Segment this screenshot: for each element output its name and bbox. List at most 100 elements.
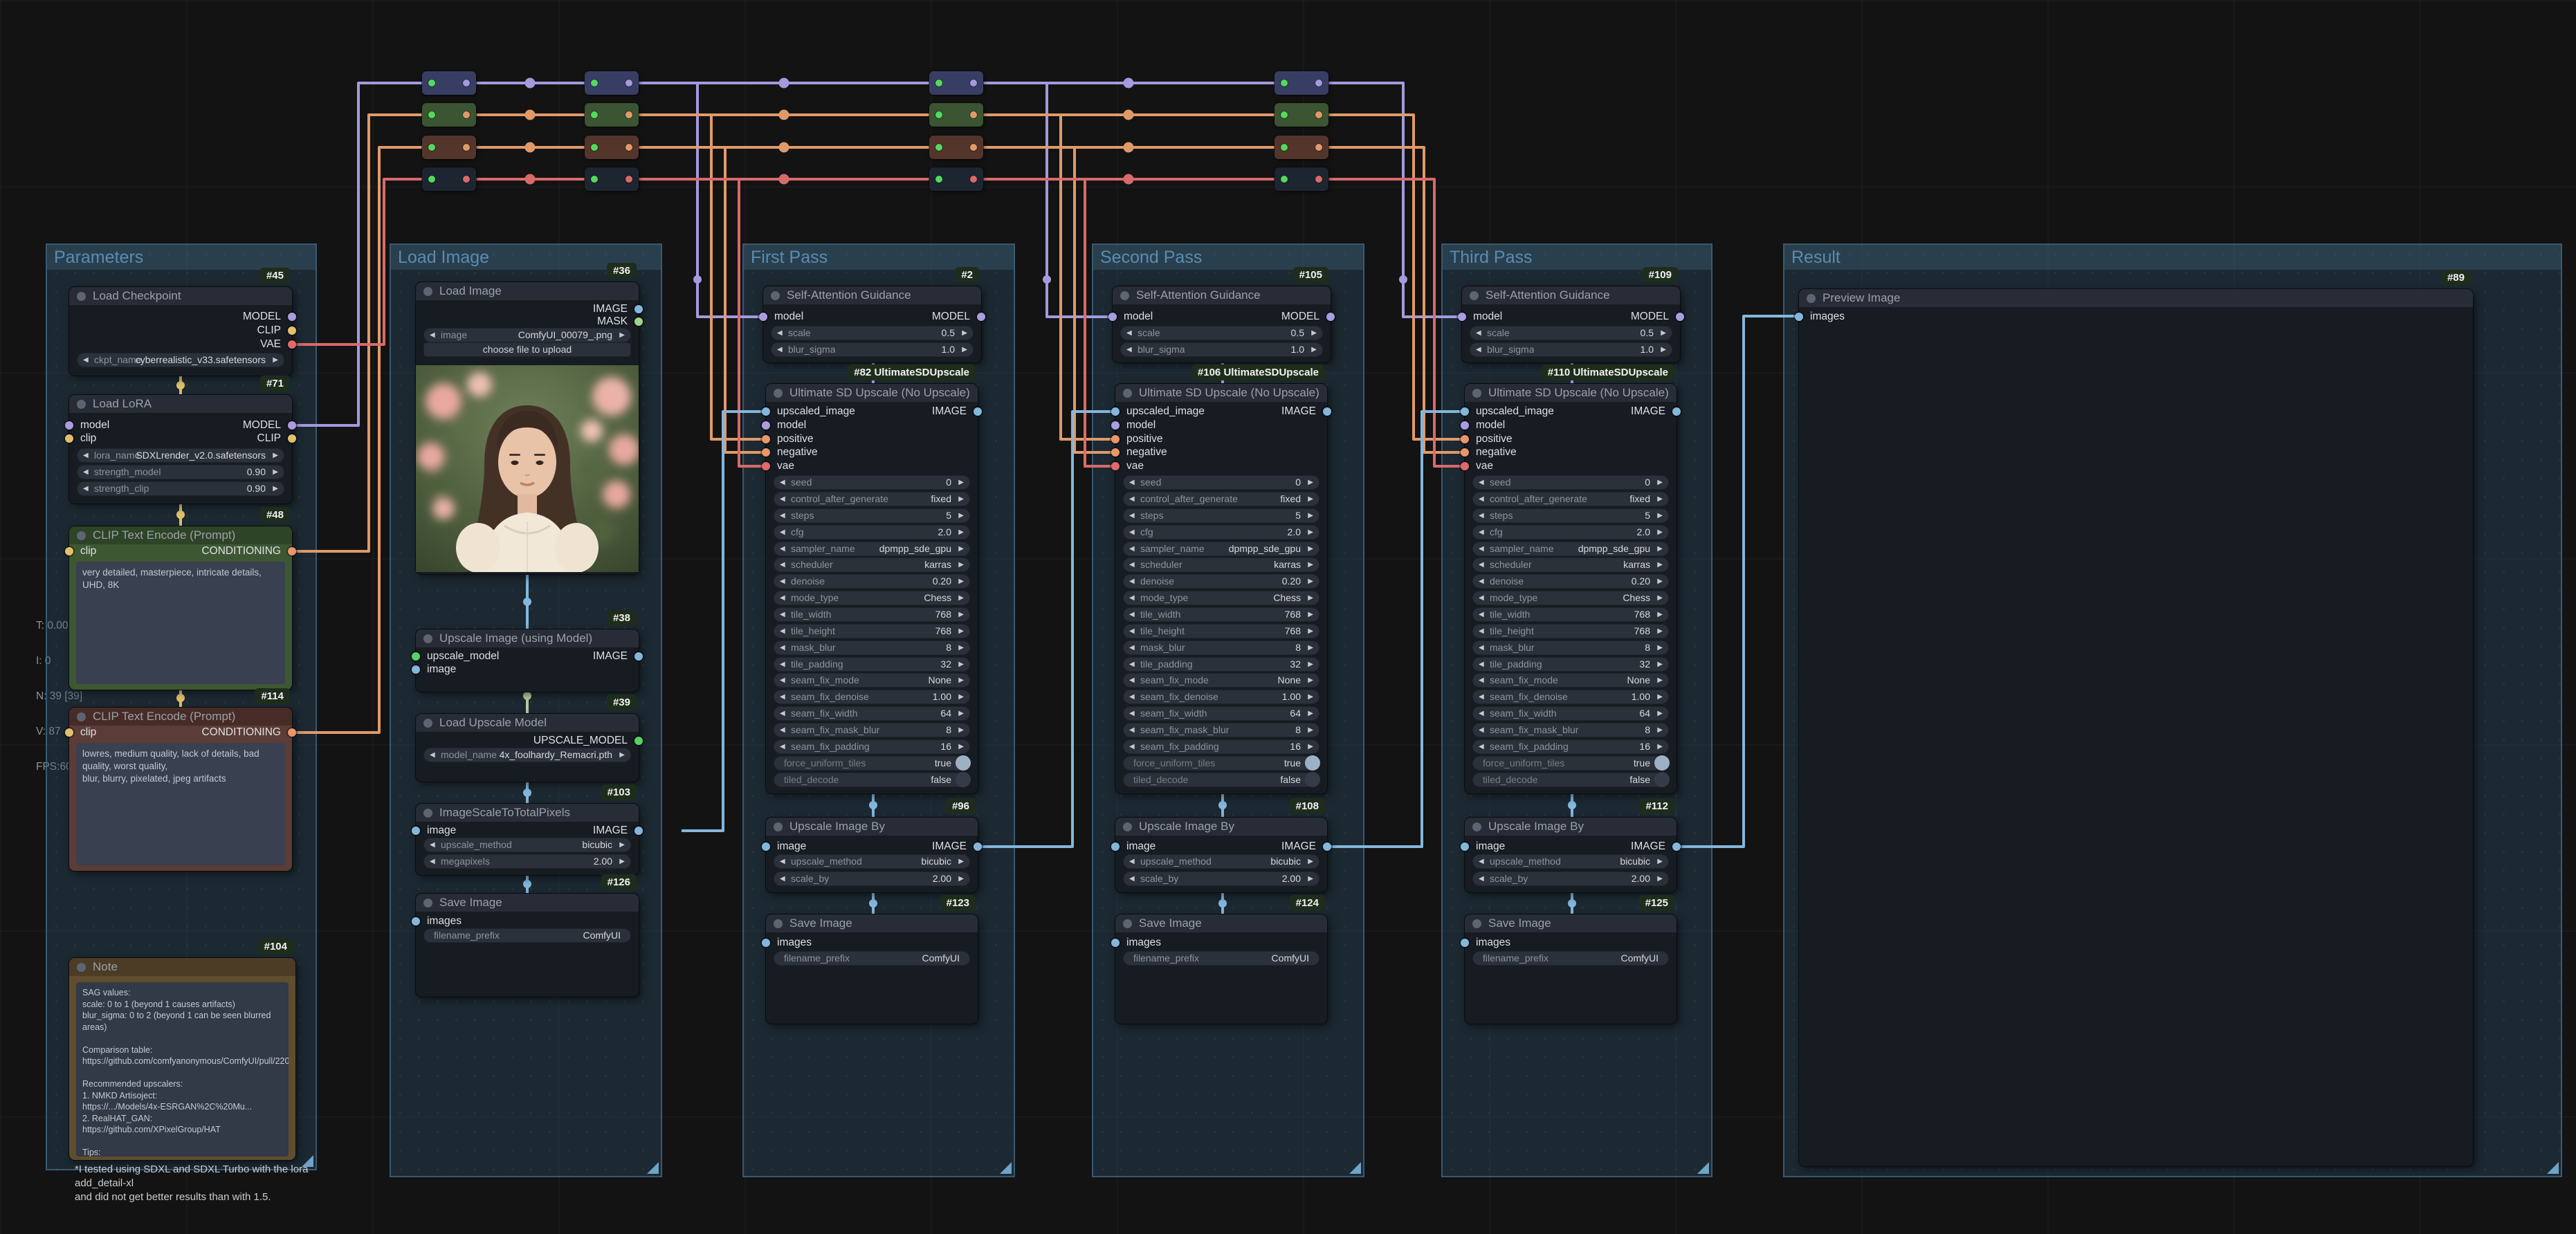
decrement-arrow-icon[interactable]: ◀	[83, 484, 89, 492]
decrement-arrow-icon[interactable]: ◀	[430, 750, 435, 759]
reroute-output-dot[interactable]	[970, 144, 977, 151]
increment-arrow-icon[interactable]: ▶	[1308, 874, 1313, 883]
group-title[interactable]: Result	[1784, 245, 2561, 270]
tile-padding-widget[interactable]: ◀ ▶ tile_padding 32	[774, 657, 969, 671]
node-title-bar[interactable]: Save Image	[1465, 914, 1677, 932]
clip-input-port[interactable]	[65, 434, 73, 443]
increment-arrow-icon[interactable]: ▶	[958, 544, 964, 553]
mask-blur-widget[interactable]: ◀ ▶ mask_blur 8	[774, 641, 969, 654]
decrement-arrow-icon[interactable]: ◀	[1129, 478, 1135, 486]
reroute-output-dot[interactable]	[1315, 144, 1322, 151]
model-input-port[interactable]	[65, 421, 73, 430]
conditioning-output-port[interactable]	[288, 547, 296, 555]
node-title-bar[interactable]: Upscale Image By	[1465, 818, 1677, 836]
upscaled-image-input-port[interactable]	[1461, 407, 1469, 416]
increment-arrow-icon[interactable]: ▶	[619, 857, 625, 865]
node-title-bar[interactable]: Save Image	[766, 914, 978, 932]
reroute-node-r4-c1[interactable]	[422, 167, 476, 191]
seam-fix-denoise-widget[interactable]: ◀ ▶ seam_fix_denoise 1.00	[774, 690, 969, 703]
increment-arrow-icon[interactable]: ▶	[958, 709, 964, 717]
model-input-port[interactable]	[759, 313, 767, 321]
mask-blur-widget[interactable]: ◀ ▶ mask_blur 8	[1473, 641, 1668, 654]
reroute-output-dot[interactable]	[970, 176, 977, 183]
decrement-arrow-icon[interactable]: ◀	[1479, 528, 1484, 536]
increment-arrow-icon[interactable]: ▶	[1657, 742, 1663, 750]
model-input-port[interactable]	[762, 421, 770, 430]
clip-text-encode-prompt-node[interactable]: #48 CLIP Text Encode (Prompt) clip CONDITIO…	[65, 507, 296, 690]
decrement-arrow-icon[interactable]: ◀	[1479, 676, 1484, 684]
reroute-node-r2-c4[interactable]	[1275, 103, 1328, 127]
decrement-arrow-icon[interactable]: ◀	[1479, 692, 1484, 701]
decrement-arrow-icon[interactable]: ◀	[780, 577, 785, 585]
seam-fix-denoise-widget[interactable]: ◀ ▶ seam_fix_denoise 1.00	[1124, 690, 1319, 703]
reroute-node-r3-c1[interactable]	[422, 136, 476, 159]
negative-input-port[interactable]	[1111, 448, 1120, 457]
increment-arrow-icon[interactable]: ▶	[1311, 329, 1317, 337]
node-title-bar[interactable]: Load LoRA	[69, 395, 292, 413]
group-resize-handle[interactable]	[302, 1155, 313, 1167]
image-output-port[interactable]	[634, 827, 643, 835]
group-resize-handle[interactable]	[2547, 1162, 2559, 1174]
node-title-bar[interactable]: Upscale Image By	[1115, 818, 1327, 836]
decrement-arrow-icon[interactable]: ◀	[1129, 874, 1135, 883]
megapixels-widget[interactable]: ◀ ▶ megapixels 2.00	[424, 854, 630, 868]
decrement-arrow-icon[interactable]: ◀	[1129, 676, 1135, 684]
tiled-decode-widget[interactable]: tiled_decode false	[774, 771, 971, 787]
seam-fix-mask-blur-widget[interactable]: ◀ ▶ seam_fix_mask_blur 8	[1473, 723, 1668, 737]
increment-arrow-icon[interactable]: ▶	[958, 676, 964, 684]
clip-input-port[interactable]	[65, 547, 73, 555]
increment-arrow-icon[interactable]: ▶	[958, 742, 964, 750]
positive-input-port[interactable]	[762, 435, 770, 443]
scale-widget[interactable]: ◀ ▶ scale 0.5	[1470, 326, 1672, 340]
node-title-bar[interactable]: Preview Image	[1799, 289, 2473, 307]
decrement-arrow-icon[interactable]: ◀	[780, 643, 785, 652]
reroute-node-r3-c2[interactable]	[585, 136, 639, 159]
increment-arrow-icon[interactable]: ▶	[1308, 610, 1313, 618]
save-image-node[interactable]: #125 Save Image images filename_prefix Comfy…	[1461, 895, 1677, 1024]
decrement-arrow-icon[interactable]: ◀	[1479, 577, 1484, 585]
decrement-arrow-icon[interactable]: ◀	[1129, 742, 1135, 750]
decrement-arrow-icon[interactable]: ◀	[1479, 857, 1484, 865]
increment-arrow-icon[interactable]: ▶	[1661, 329, 1666, 337]
decrement-arrow-icon[interactable]: ◀	[1129, 577, 1135, 585]
load-upscale-model-node[interactable]: #39 Load Upscale Model UPSCALE_MODEL ◀ ▶ mode…	[416, 694, 643, 782]
increment-arrow-icon[interactable]: ▶	[958, 857, 964, 865]
decrement-arrow-icon[interactable]: ◀	[1479, 610, 1484, 618]
steps-widget[interactable]: ◀ ▶ steps 5	[1124, 508, 1319, 522]
self-attention-guidance-node[interactable]: #2 Self-Attention Guidance model MODEL ◀ ▶ sca…	[759, 267, 985, 362]
increment-arrow-icon[interactable]: ▶	[958, 610, 964, 618]
conditioning-output-port[interactable]	[288, 728, 296, 737]
reroute-input-dot[interactable]	[591, 176, 598, 183]
model-input-port[interactable]	[1461, 421, 1469, 430]
increment-arrow-icon[interactable]: ▶	[273, 451, 278, 459]
load-lora-node[interactable]: #71 Load LoRA model clip MODEL CLIP ◀ ▶ lora_nam…	[65, 376, 296, 504]
cfg-widget[interactable]: ◀ ▶ cfg 2.0	[1473, 525, 1668, 539]
collapse-dot-icon[interactable]	[1472, 389, 1481, 398]
increment-arrow-icon[interactable]: ▶	[273, 484, 278, 492]
group-resize-handle[interactable]	[1349, 1162, 1361, 1174]
tiled-decode-widget[interactable]: tiled_decode false	[1473, 771, 1670, 787]
upscale-method-widget[interactable]: ◀ ▶ upscale_method bicubic	[1473, 854, 1668, 868]
decrement-arrow-icon[interactable]: ◀	[1126, 345, 1132, 353]
increment-arrow-icon[interactable]: ▶	[958, 478, 964, 486]
collapse-dot-icon[interactable]	[77, 400, 86, 409]
decrement-arrow-icon[interactable]: ◀	[780, 478, 785, 486]
image-input-port[interactable]	[1111, 842, 1120, 851]
increment-arrow-icon[interactable]: ▶	[1661, 345, 1666, 353]
decrement-arrow-icon[interactable]: ◀	[780, 857, 785, 865]
prompt-textarea[interactable]: lowres, medium quality, lack of details,…	[76, 743, 285, 865]
increment-arrow-icon[interactable]: ▶	[273, 356, 278, 364]
node-title-bar[interactable]: Upscale Image (using Model)	[416, 629, 639, 647]
decrement-arrow-icon[interactable]: ◀	[430, 840, 435, 849]
reroute-output-dot[interactable]	[1315, 80, 1322, 86]
upscale-model-input-port[interactable]	[412, 652, 420, 661]
decrement-arrow-icon[interactable]: ◀	[777, 345, 783, 353]
images-input-port[interactable]	[1111, 939, 1120, 947]
reroute-output-dot[interactable]	[970, 80, 977, 86]
tile-padding-widget[interactable]: ◀ ▶ tile_padding 32	[1473, 657, 1668, 671]
increment-arrow-icon[interactable]: ▶	[1657, 593, 1663, 602]
reroute-output-dot[interactable]	[625, 176, 632, 183]
filename-prefix-widget[interactable]: filename_prefix ComfyUI	[1473, 951, 1668, 965]
prompt-textarea[interactable]: very detailed, masterpiece, intricate de…	[76, 562, 285, 684]
vae-output-port[interactable]	[288, 340, 296, 349]
